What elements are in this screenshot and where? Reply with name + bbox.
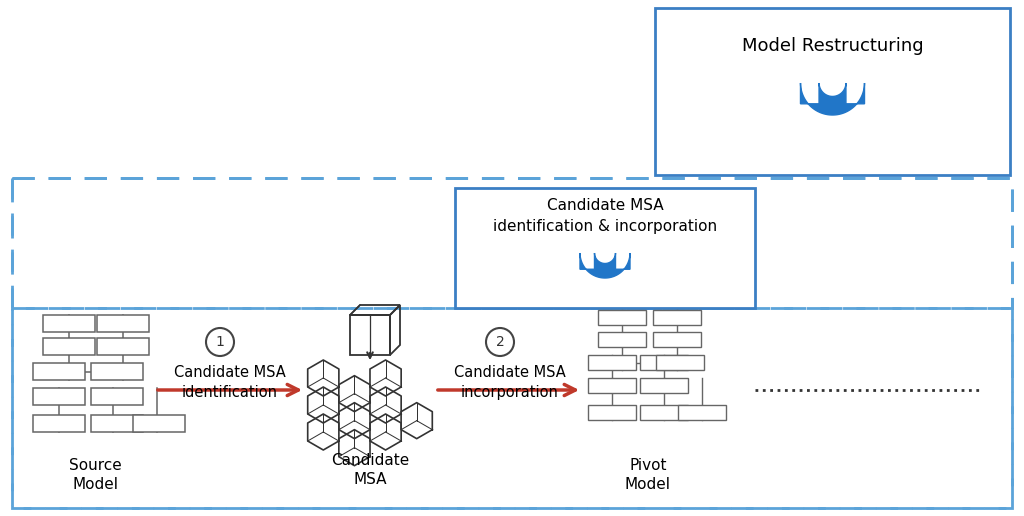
Text: Candidate MSA
incorporation: Candidate MSA incorporation	[454, 365, 566, 400]
Bar	[640, 378, 688, 393]
Bar	[33, 388, 85, 405]
Text: Source
Model: Source Model	[69, 458, 122, 492]
Bar	[43, 338, 95, 355]
FancyBboxPatch shape	[455, 188, 755, 308]
Text: Candidate MSA
identification & incorporation: Candidate MSA identification & incorpora…	[493, 198, 717, 234]
Polygon shape	[580, 253, 630, 278]
Bar	[653, 310, 701, 325]
Text: Candidate MSA
identification: Candidate MSA identification	[174, 365, 286, 400]
Bar	[640, 355, 688, 370]
Bar	[97, 315, 150, 332]
Bar	[588, 405, 636, 420]
Text: 1: 1	[216, 335, 224, 349]
Text: Pivot
Model: Pivot Model	[625, 458, 671, 492]
Bar	[91, 388, 143, 405]
Text: Candidate
MSA: Candidate MSA	[331, 453, 410, 487]
Bar	[91, 363, 143, 380]
FancyBboxPatch shape	[655, 8, 1010, 175]
Bar	[33, 363, 85, 380]
Text: 2: 2	[496, 335, 505, 349]
Bar	[33, 415, 85, 432]
Bar	[656, 355, 705, 370]
Bar	[133, 415, 185, 432]
Text: Model Restructuring: Model Restructuring	[741, 37, 924, 55]
Bar	[97, 338, 150, 355]
Bar	[43, 315, 95, 332]
Polygon shape	[801, 83, 864, 115]
Bar	[588, 378, 636, 393]
Bar	[640, 405, 688, 420]
Bar	[678, 405, 726, 420]
Bar	[598, 310, 646, 325]
Bar	[598, 332, 646, 347]
Bar	[91, 415, 143, 432]
Bar	[588, 355, 636, 370]
Bar	[653, 332, 701, 347]
